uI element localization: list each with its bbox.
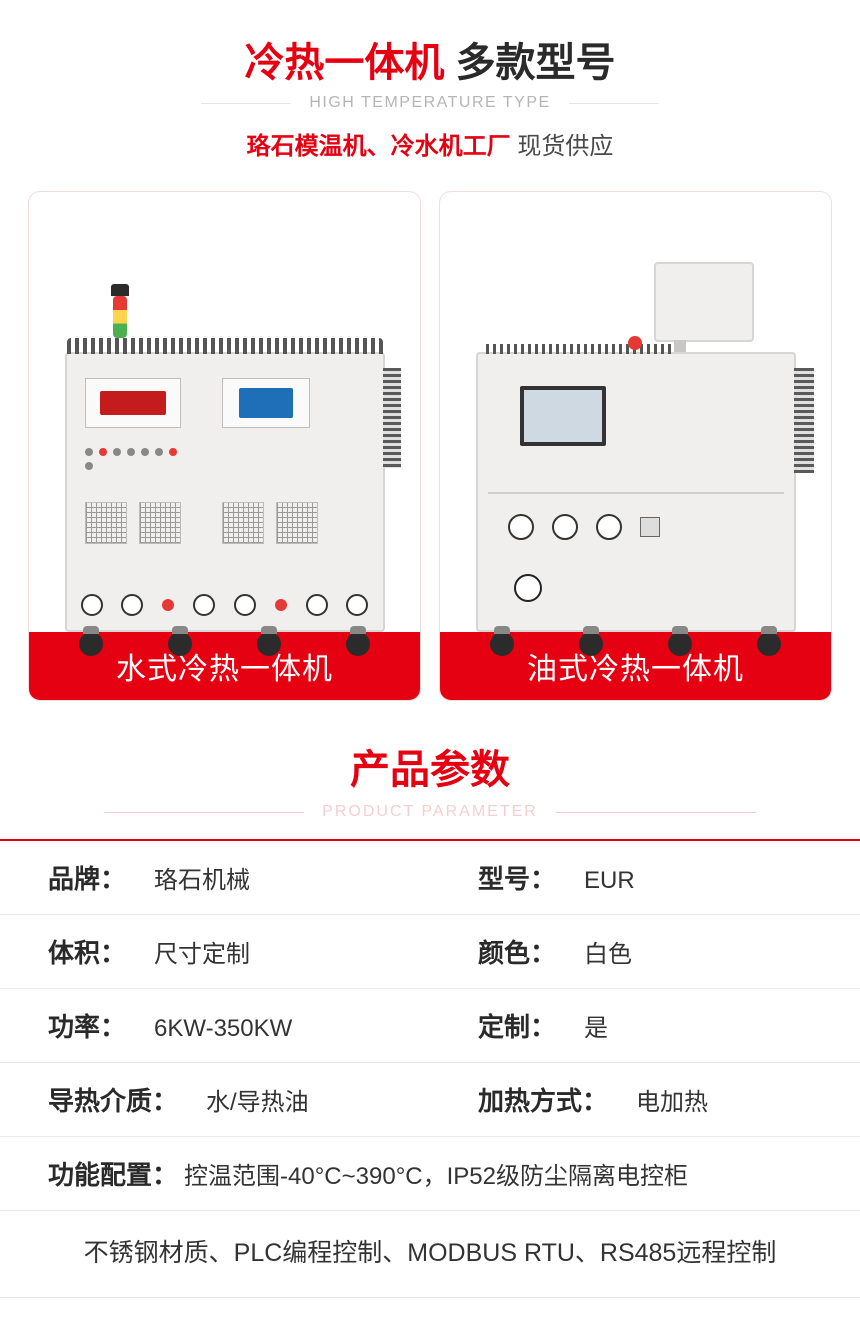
param-color: 颜色： 白色 <box>430 915 860 988</box>
gauge-icon <box>508 514 534 540</box>
product-card-oil: 油式冷热一体机 <box>439 191 832 701</box>
gauge-icon <box>552 514 578 540</box>
gauge-icon <box>346 594 368 616</box>
caster-wheels <box>478 632 794 656</box>
param-config: 功能配置： 控温范围-40°C~390°C，IP52级防尘隔离电控柜 <box>0 1137 860 1210</box>
header-title: 冷热一体机 多款型号 <box>0 30 860 88</box>
valve-icon <box>162 599 174 611</box>
touchscreen-icon <box>520 386 606 446</box>
param-value: 珞石机械 <box>154 860 250 895</box>
title-red-text: 冷热一体机 <box>244 41 444 85</box>
products-row: 水式冷热一体机 <box>0 191 860 701</box>
subtext-dark: 现货供应 <box>517 133 613 160</box>
table-row: 体积： 尺寸定制 颜色： 白色 <box>0 915 860 989</box>
params-table: 品牌： 珞石机械 型号： EUR 体积： 尺寸定制 颜色： 白色 <box>0 839 860 1211</box>
panel-seam <box>488 492 784 494</box>
params-title: 产品参数 <box>0 737 860 795</box>
subtext-red: 珞石模温机、冷水机工厂 <box>247 133 511 160</box>
wheel-icon <box>168 632 192 656</box>
table-row: 品牌： 珞石机械 型号： EUR <box>0 841 860 915</box>
param-medium: 导热介质： 水/导热油 <box>0 1063 430 1136</box>
param-value: 是 <box>584 1008 608 1043</box>
side-vent-icon <box>794 368 814 473</box>
param-label: 功能配置： <box>48 1155 178 1192</box>
wheel-icon <box>346 632 370 656</box>
wheel-icon <box>79 632 103 656</box>
footer-features: 不锈钢材质、PLC编程控制、MODBUS RTU、RS485远程控制 <box>0 1211 860 1298</box>
param-value: 白色 <box>584 934 632 969</box>
param-heating: 加热方式： 电加热 <box>430 1063 860 1136</box>
wheel-icon <box>257 632 281 656</box>
table-row: 功率： 6KW-350KW 定制： 是 <box>0 989 860 1063</box>
gauge-icon <box>596 514 622 540</box>
param-value: EUR <box>584 867 635 895</box>
param-label: 品牌： <box>48 859 126 896</box>
switch-icon <box>640 517 660 537</box>
page-header: 冷热一体机 多款型号 HIGH TEMPERATURE TYPE 珞石模温机、冷… <box>0 20 860 181</box>
vent-grid-icon <box>276 502 318 544</box>
param-label: 导热介质： <box>48 1081 178 1118</box>
param-value: 控温范围-40°C~390°C，IP52级防尘隔离电控柜 <box>184 1156 688 1191</box>
valve-icon <box>275 599 287 611</box>
param-label: 颜色： <box>478 933 556 970</box>
vent-grid-icon <box>85 502 127 544</box>
machine-illustration-oil <box>476 352 796 632</box>
top-tank-icon <box>654 262 754 342</box>
param-label: 定制： <box>478 1007 556 1044</box>
side-vent-icon <box>383 368 401 468</box>
param-label: 功率： <box>48 1007 126 1044</box>
gauge-icon <box>306 594 328 616</box>
table-row: 功能配置： 控温范围-40°C~390°C，IP52级防尘隔离电控柜 <box>0 1137 860 1211</box>
outlet-icon <box>514 574 542 602</box>
top-grille-icon <box>486 344 674 354</box>
caster-wheels <box>67 632 383 656</box>
control-panel-red <box>85 378 181 428</box>
param-label: 体积： <box>48 933 126 970</box>
gauge-row <box>508 514 660 540</box>
param-model: 型号： EUR <box>430 841 860 914</box>
vent-grid-icon <box>139 502 181 544</box>
param-volume: 体积： 尺寸定制 <box>0 915 430 988</box>
warning-light-icon <box>628 336 642 350</box>
product-card-water: 水式冷热一体机 <box>28 191 421 701</box>
wheel-icon <box>757 632 781 656</box>
product-image-oil <box>440 192 831 632</box>
param-label: 型号： <box>478 859 556 896</box>
header-subtext: 珞石模温机、冷水机工厂 现货供应 <box>0 126 860 161</box>
gauge-icon <box>234 594 256 616</box>
signal-light-icon <box>113 296 127 338</box>
page-container: 冷热一体机 多款型号 HIGH TEMPERATURE TYPE 珞石模温机、冷… <box>0 0 860 1298</box>
title-dark-text: 多款型号 <box>456 41 616 85</box>
wheel-icon <box>490 632 514 656</box>
param-brand: 品牌： 珞石机械 <box>0 841 430 914</box>
param-label: 加热方式： <box>478 1081 608 1118</box>
params-subtitle-en: PRODUCT PARAMETER <box>304 803 556 821</box>
param-power: 功率： 6KW-350KW <box>0 989 430 1062</box>
param-value: 水/导热油 <box>206 1082 309 1117</box>
gauge-row <box>81 594 369 616</box>
button-cluster <box>85 448 181 470</box>
header-subtitle-en: HIGH TEMPERATURE TYPE <box>291 94 568 112</box>
param-value: 6KW-350KW <box>154 1015 292 1043</box>
product-image-water <box>29 192 420 632</box>
machine-illustration-water <box>65 352 385 632</box>
gauge-icon <box>193 594 215 616</box>
param-value: 电加热 <box>636 1082 708 1117</box>
top-grille-icon <box>67 338 383 354</box>
gauge-icon <box>81 594 103 616</box>
wheel-icon <box>668 632 692 656</box>
params-section: 产品参数 PRODUCT PARAMETER 品牌： 珞石机械 型号： EUR … <box>0 737 860 1298</box>
gauge-icon <box>121 594 143 616</box>
param-value: 尺寸定制 <box>154 934 250 969</box>
param-custom: 定制： 是 <box>430 989 860 1062</box>
wheel-icon <box>579 632 603 656</box>
vent-grid-icon <box>222 502 264 544</box>
control-panel-blue <box>222 378 310 428</box>
table-row: 导热介质： 水/导热油 加热方式： 电加热 <box>0 1063 860 1137</box>
